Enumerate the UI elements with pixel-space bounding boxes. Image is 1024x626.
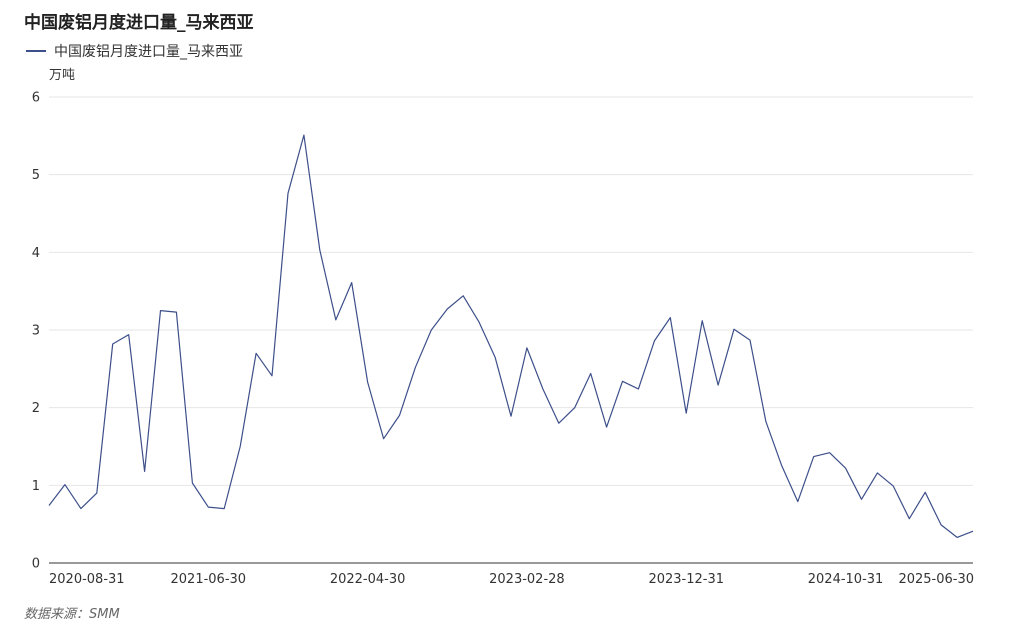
- x-tick-label: 2022-04-30: [330, 572, 406, 587]
- legend-label: 中国废铝月度进口量_马来西亚: [54, 44, 243, 60]
- y-tick-label: 5: [32, 168, 40, 183]
- x-tick-label: 2024-10-31: [808, 572, 884, 587]
- chart-title: 中国废铝月度进口量_马来西亚: [24, 13, 254, 33]
- x-tick-label: 2023-02-28: [489, 572, 565, 587]
- x-tick-label: 2020-08-31: [49, 572, 125, 587]
- y-tick-label: 2: [32, 401, 40, 416]
- y-tick-label: 4: [32, 246, 40, 261]
- y-tick-label: 0: [32, 557, 40, 572]
- x-tick-label: 2021-06-30: [171, 572, 247, 587]
- legend-swatch: [26, 50, 46, 52]
- y-tick-label: 1: [32, 479, 40, 494]
- x-tick-label: 2025-06-30: [898, 572, 974, 587]
- y-axis-unit-label: 万吨: [49, 68, 75, 83]
- x-tick-label: 2023-12-31: [648, 572, 724, 587]
- chart-legend[interactable]: 中国废铝月度进口量_马来西亚: [26, 41, 243, 61]
- y-tick-label: 3: [32, 324, 40, 339]
- series-line: [48, 134, 974, 539]
- y-tick-label: 6: [32, 91, 40, 106]
- data-source-note: 数据来源：SMM: [24, 607, 120, 622]
